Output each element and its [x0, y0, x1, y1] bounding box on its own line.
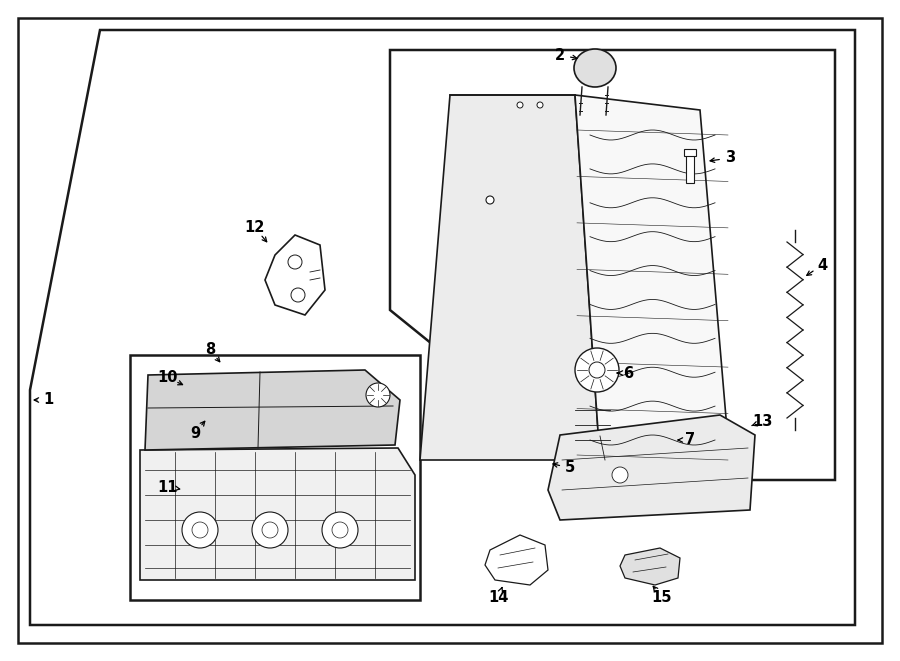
Text: 6: 6: [623, 366, 633, 381]
Text: 10: 10: [158, 371, 178, 385]
Text: 5: 5: [565, 461, 575, 475]
Circle shape: [291, 288, 305, 302]
Polygon shape: [145, 370, 400, 450]
Circle shape: [288, 255, 302, 269]
Circle shape: [575, 348, 619, 392]
Circle shape: [366, 383, 390, 407]
Circle shape: [252, 512, 288, 548]
Circle shape: [517, 102, 523, 108]
Circle shape: [589, 362, 605, 378]
Text: 14: 14: [488, 590, 508, 605]
Polygon shape: [548, 415, 755, 520]
Circle shape: [322, 512, 358, 548]
Circle shape: [192, 522, 208, 538]
Circle shape: [182, 512, 218, 548]
Bar: [130, 355, 420, 600]
Polygon shape: [265, 235, 325, 315]
Text: 8: 8: [205, 342, 215, 358]
Text: 2: 2: [555, 48, 565, 63]
Polygon shape: [420, 95, 600, 460]
Text: 11: 11: [158, 479, 178, 494]
Bar: [686, 155, 694, 183]
Circle shape: [537, 102, 543, 108]
Polygon shape: [485, 535, 548, 585]
Text: 7: 7: [685, 432, 695, 447]
Text: 9: 9: [190, 426, 200, 440]
Text: 4: 4: [817, 258, 827, 272]
Text: 1: 1: [43, 393, 53, 407]
Bar: [684, 149, 696, 156]
Polygon shape: [620, 548, 680, 585]
Circle shape: [262, 522, 278, 538]
Text: 3: 3: [724, 151, 735, 165]
Circle shape: [486, 196, 494, 204]
Text: 12: 12: [245, 221, 266, 235]
Polygon shape: [575, 95, 730, 465]
Text: 13: 13: [752, 414, 772, 430]
Circle shape: [612, 467, 628, 483]
Ellipse shape: [574, 49, 616, 87]
Text: 15: 15: [652, 590, 672, 605]
Circle shape: [332, 522, 348, 538]
Polygon shape: [140, 448, 415, 580]
